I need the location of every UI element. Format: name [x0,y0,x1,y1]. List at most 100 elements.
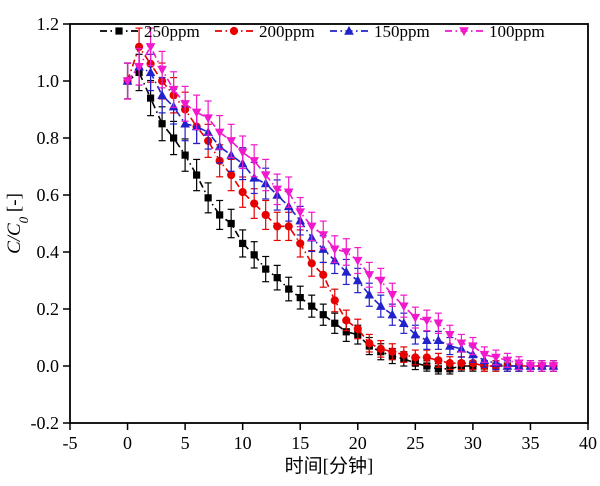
data-point-marker [537,362,547,372]
data-point-marker [399,318,409,327]
data-point-marker [180,118,190,128]
data-point-marker [422,353,431,362]
data-point-marker [514,359,524,369]
data-point-marker [376,276,386,286]
data-point-marker [410,313,421,323]
data-point-marker [525,362,536,372]
y-axis: -0.2 0.0 0.2 0.4 0.6 0.8 1.0 1.2 [31,14,70,433]
data-point-marker [238,188,247,197]
x-tick-label: 0 [123,433,132,453]
series-200ppm [123,27,558,372]
data-point-marker [342,316,351,325]
legend-item-150ppm: 150ppm [330,22,430,41]
data-point-marker [146,94,155,102]
data-point-marker [157,65,167,75]
legend-label: 250ppm [144,22,200,41]
y-tick-label: 1.0 [37,71,60,91]
legend: 250ppm 200ppm 150ppm 100ppm [100,22,545,41]
data-point-marker [284,222,293,231]
y-tick-label: 1.2 [37,14,60,34]
data-point-marker [457,359,466,368]
data-point-marker [387,291,398,300]
data-point-marker [262,265,270,273]
y-axis-title: C/C0 [-] [4,193,31,254]
data-point-marker [329,245,340,255]
data-point-marker [433,335,444,345]
data-point-marker [410,329,421,339]
data-point-marker [353,324,362,334]
data-point-marker [479,350,490,360]
data-point-marker [122,77,133,87]
data-point-marker [342,328,350,336]
data-point-marker [158,120,166,128]
data-point-marker [273,274,281,282]
series-line [126,65,554,367]
data-point-marker [376,301,386,310]
x-tick-label: 20 [349,433,367,453]
legend-label: 100ppm [489,22,545,41]
data-point-marker [434,365,442,373]
y-tick-label: 0.4 [37,242,60,262]
data-point-marker [387,309,398,319]
data-point-marker [181,151,189,159]
data-point-marker [456,339,467,349]
legend-label: 200ppm [259,22,315,41]
data-point-marker [445,359,454,368]
legend-item-250ppm: 250ppm [100,22,200,41]
data-point-marker [226,137,236,146]
data-point-marker [548,362,559,372]
data-point-marker [352,256,363,266]
data-point-marker [193,171,201,179]
data-point-marker [445,340,455,350]
data-point-marker [191,108,202,118]
plot-border [69,23,589,424]
x-tick-label: 35 [521,433,539,453]
data-point-marker [352,275,363,285]
data-point-marker [399,302,409,312]
series-100ppm [122,27,559,372]
data-point-marker [261,210,270,220]
x-tick-label: 40 [579,433,597,453]
data-point-marker [229,26,239,36]
legend-label: 150ppm [374,22,430,41]
data-point-marker [445,330,455,340]
data-point-marker [318,231,329,240]
data-point-marker [180,100,190,109]
data-point-marker [306,222,317,232]
data-point-marker [364,289,375,299]
series-line [126,45,554,367]
data-point-marker [227,170,236,180]
data-point-marker [491,353,501,363]
x-tick-label: 15 [291,433,309,453]
data-point-marker [331,319,339,327]
data-point-marker [388,347,397,356]
data-point-marker [376,344,385,353]
data-point-marker [296,294,304,302]
data-point-marker [250,251,258,259]
series-150ppm [122,47,559,372]
data-point-marker [433,319,444,329]
data-point-marker [170,134,178,142]
data-point-marker [260,171,271,181]
data-point-marker [168,85,179,95]
data-point-marker [157,90,167,99]
data-point-marker [214,128,225,138]
legend-item-200ppm: 200ppm [215,22,315,41]
y-tick-label: -0.2 [31,413,60,433]
data-point-marker [468,342,478,352]
x-tick-label: 25 [406,433,424,453]
data-point-marker [434,356,443,365]
data-point-marker [145,43,156,52]
series-250ppm [123,53,558,375]
y-tick-label: 0.8 [37,128,60,148]
data-point-marker [364,271,375,280]
data-point-marker [239,239,247,248]
y-tick-label: 0.2 [37,299,60,319]
x-axis-title: 时间[分钟] [285,455,374,477]
data-point-marker [307,259,316,268]
data-point-marker [285,285,293,293]
data-point-marker [411,353,420,362]
data-point-marker [283,188,294,198]
